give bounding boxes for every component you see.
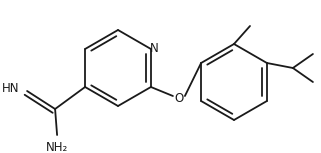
Text: O: O <box>174 93 184 106</box>
Text: N: N <box>150 41 158 54</box>
Text: HN: HN <box>2 82 19 95</box>
Text: NH₂: NH₂ <box>46 141 68 153</box>
